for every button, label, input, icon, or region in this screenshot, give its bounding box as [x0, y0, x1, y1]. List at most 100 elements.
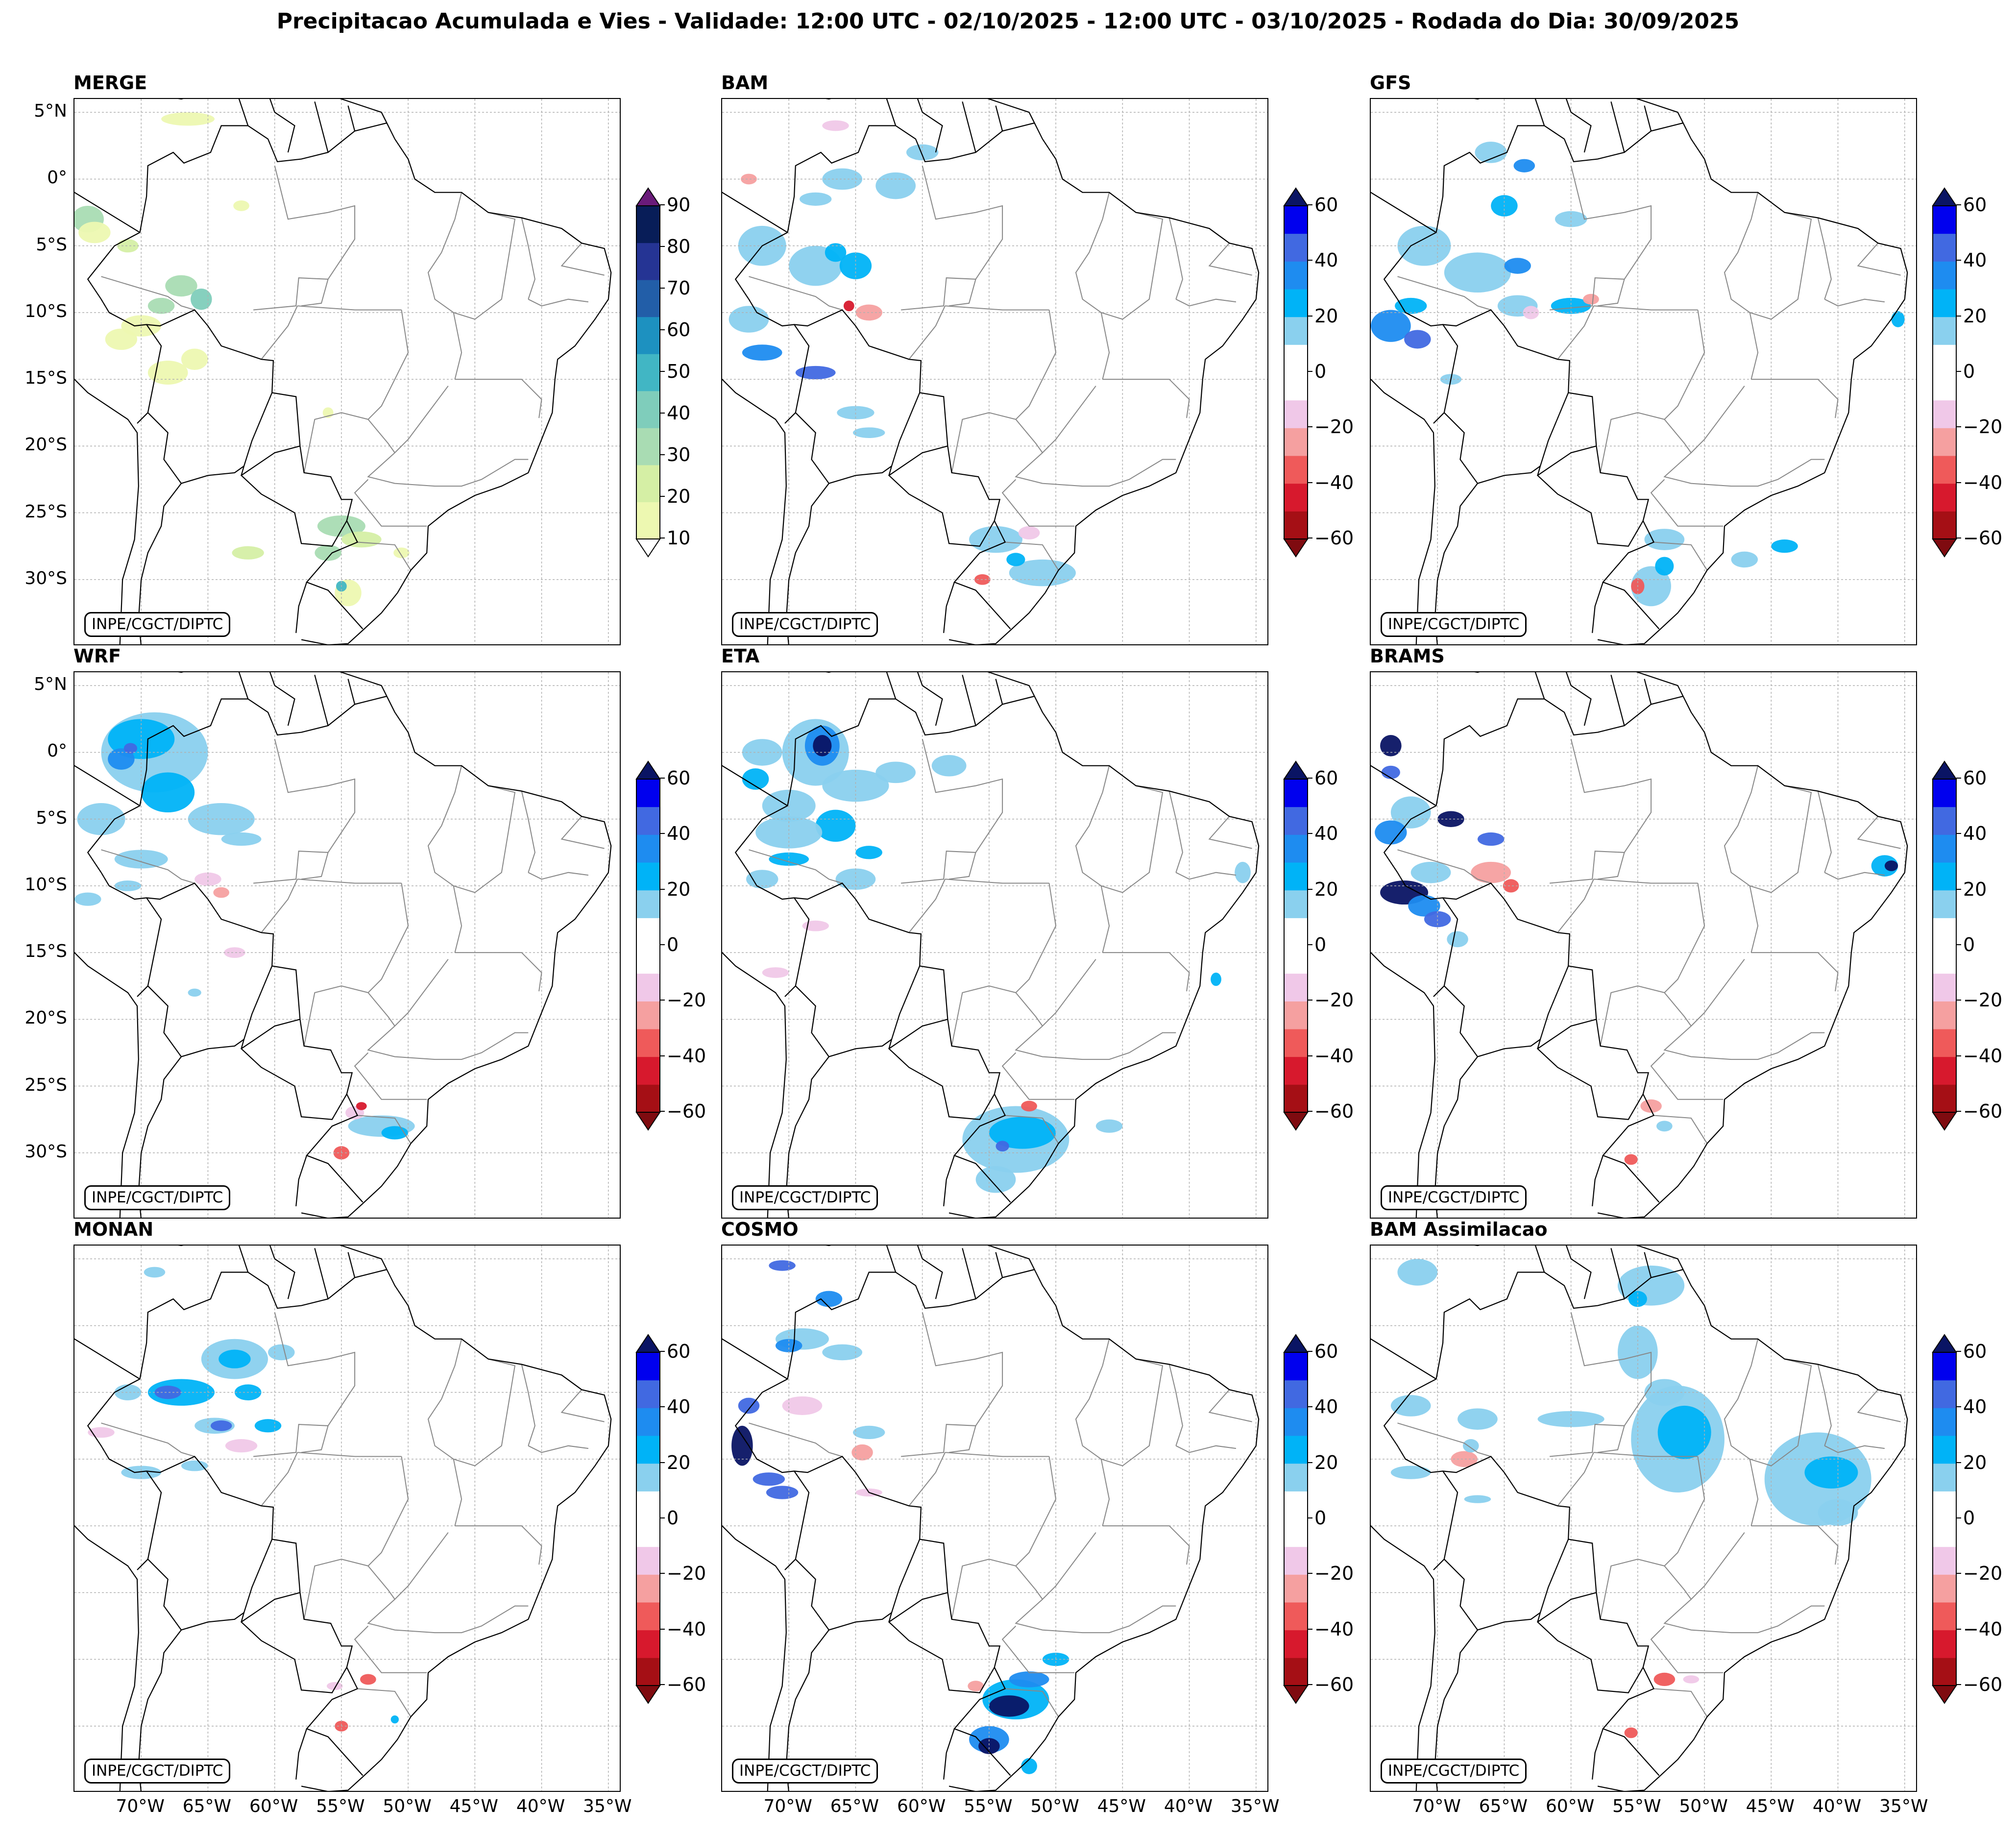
precip-patch [835, 868, 876, 890]
colorbar-segment [1284, 1408, 1308, 1436]
colorbar-tick-mark [1956, 1000, 1961, 1001]
precip-patch [746, 870, 778, 889]
lon-tick-label: 60°W [1545, 1796, 1595, 1816]
colorbar-segment [1933, 779, 1956, 807]
colorbar-extend-max [1932, 187, 1957, 206]
precip-patch [1464, 1495, 1491, 1503]
colorbar-tick-mark [1956, 204, 1961, 205]
colorbar-tick-mark [1308, 778, 1312, 779]
colorbar-tick-label: −60 [1963, 527, 2003, 549]
map-canvas-monan [74, 1246, 620, 1791]
precip-patch [144, 1267, 166, 1278]
colorbar-tick-mark [1308, 944, 1312, 945]
colorbar-wrf [635, 760, 661, 1133]
colorbar-tick-mark [1308, 1517, 1312, 1518]
colorbar-segment [1284, 289, 1308, 318]
colorbar-segment [1933, 1491, 1956, 1519]
precip-patch [742, 768, 769, 790]
colorbar-segment [636, 1491, 660, 1519]
precip-patch [1021, 1758, 1037, 1774]
precip-patch [1523, 306, 1539, 319]
map-panel-gfs: INPE/CGCT/DIPTC [1370, 98, 1917, 645]
colorbar-segment [1933, 1056, 1956, 1085]
colorbar-tick-label: 0 [1963, 361, 1975, 382]
precip-patch [161, 112, 215, 126]
colorbar-tick-mark [1956, 426, 1961, 428]
colorbar-extend-max [1932, 1334, 1957, 1353]
colorbar-tick-label: 50 [667, 361, 691, 382]
lon-tick-label: 45°W [1746, 1796, 1795, 1816]
colorbar-merge [635, 187, 661, 560]
precip-patch [123, 743, 138, 754]
colorbar-segment [1933, 317, 1956, 345]
colorbar-segment [1933, 862, 1956, 891]
colorbar-tick-label: −20 [1314, 1563, 1354, 1585]
precip-patch [114, 880, 142, 891]
precip-patch [393, 547, 410, 559]
colorbar-tick-label: 40 [1314, 249, 1338, 271]
credit-label: INPE/CGCT/DIPTC [732, 1185, 878, 1211]
colorbar-segment [636, 973, 660, 1002]
colorbar-segment [1284, 1463, 1308, 1492]
lon-tick-label: 70°W [763, 1796, 812, 1816]
colorbar-tick-mark [1956, 833, 1961, 834]
colorbar-tick-mark [1308, 833, 1312, 834]
precip-patch [852, 427, 885, 438]
colorbar-extend-min [1932, 1112, 1957, 1131]
colorbar-tick-label: 20 [1963, 305, 1987, 327]
colorbar-segment [1933, 1408, 1956, 1436]
precip-patch [1771, 539, 1798, 553]
colorbar-tick-mark [1308, 371, 1312, 372]
colorbar-tick-label: 0 [667, 1507, 679, 1529]
colorbar-tick-label: −40 [1963, 471, 2003, 493]
colorbar-tick-label: 60 [667, 319, 691, 341]
precip-patch [1656, 1121, 1673, 1132]
precip-patch [1631, 566, 1671, 607]
precip-patch [1381, 765, 1400, 779]
precip-patch [1390, 1395, 1431, 1417]
precip-patch [782, 1396, 823, 1415]
precip-patch [1395, 297, 1427, 314]
colorbar-tick-mark [1308, 482, 1312, 483]
colorbar-segment [1933, 946, 1956, 974]
panel-title-eta: ETA [721, 645, 760, 667]
panel-title-bam: BAM [721, 72, 769, 94]
colorbar-segment [1284, 206, 1308, 234]
colorbar-segment [636, 862, 660, 891]
colorbar-segment [636, 1352, 660, 1381]
colorbar-tick-mark [1308, 1000, 1312, 1001]
colorbar-tick-label: 20 [1314, 305, 1338, 327]
colorbar-segment [1933, 1001, 1956, 1029]
precip-patch [875, 172, 916, 199]
lon-tick-label: 35°W [1879, 1796, 1928, 1816]
precip-patch [181, 1460, 208, 1471]
precip-patch [741, 173, 757, 185]
colorbar-tick-label: 60 [1314, 194, 1338, 216]
lat-tick-label: 5°N [34, 101, 67, 122]
colorbar-tick-label: 0 [1963, 1507, 1975, 1529]
colorbar-segment [1933, 807, 1956, 835]
colorbar-extend-max [1283, 760, 1309, 780]
colorbar-tick-label: −40 [667, 1045, 706, 1067]
colorbar-tick-mark [660, 1462, 665, 1463]
colorbar-segment [1284, 779, 1308, 807]
colorbar-segment [1933, 1463, 1956, 1492]
colorbar-segment [1284, 317, 1308, 345]
precip-patch [224, 947, 245, 958]
colorbar-tick-mark [1308, 888, 1312, 890]
precip-patch [969, 526, 1022, 553]
lon-tick-label: 65°W [1479, 1796, 1528, 1816]
credit-label: INPE/CGCT/DIPTC [84, 612, 231, 637]
map-panel-bam: INPE/CGCT/DIPTC [721, 98, 1268, 645]
colorbar-tick-mark [1956, 371, 1961, 372]
precip-patch [1804, 1456, 1858, 1489]
colorbar-segment [1933, 1658, 1956, 1686]
colorbar-tick-label: −20 [1963, 989, 2003, 1011]
map-panel-monan: INPE/CGCT/DIPTC [73, 1245, 621, 1792]
precip-patch [1503, 879, 1519, 893]
precip-patch [1408, 895, 1440, 917]
precip-patch [77, 803, 125, 835]
precip-patch [219, 1349, 251, 1369]
precip-field [1390, 1259, 1871, 1738]
precip-patch [74, 892, 101, 906]
